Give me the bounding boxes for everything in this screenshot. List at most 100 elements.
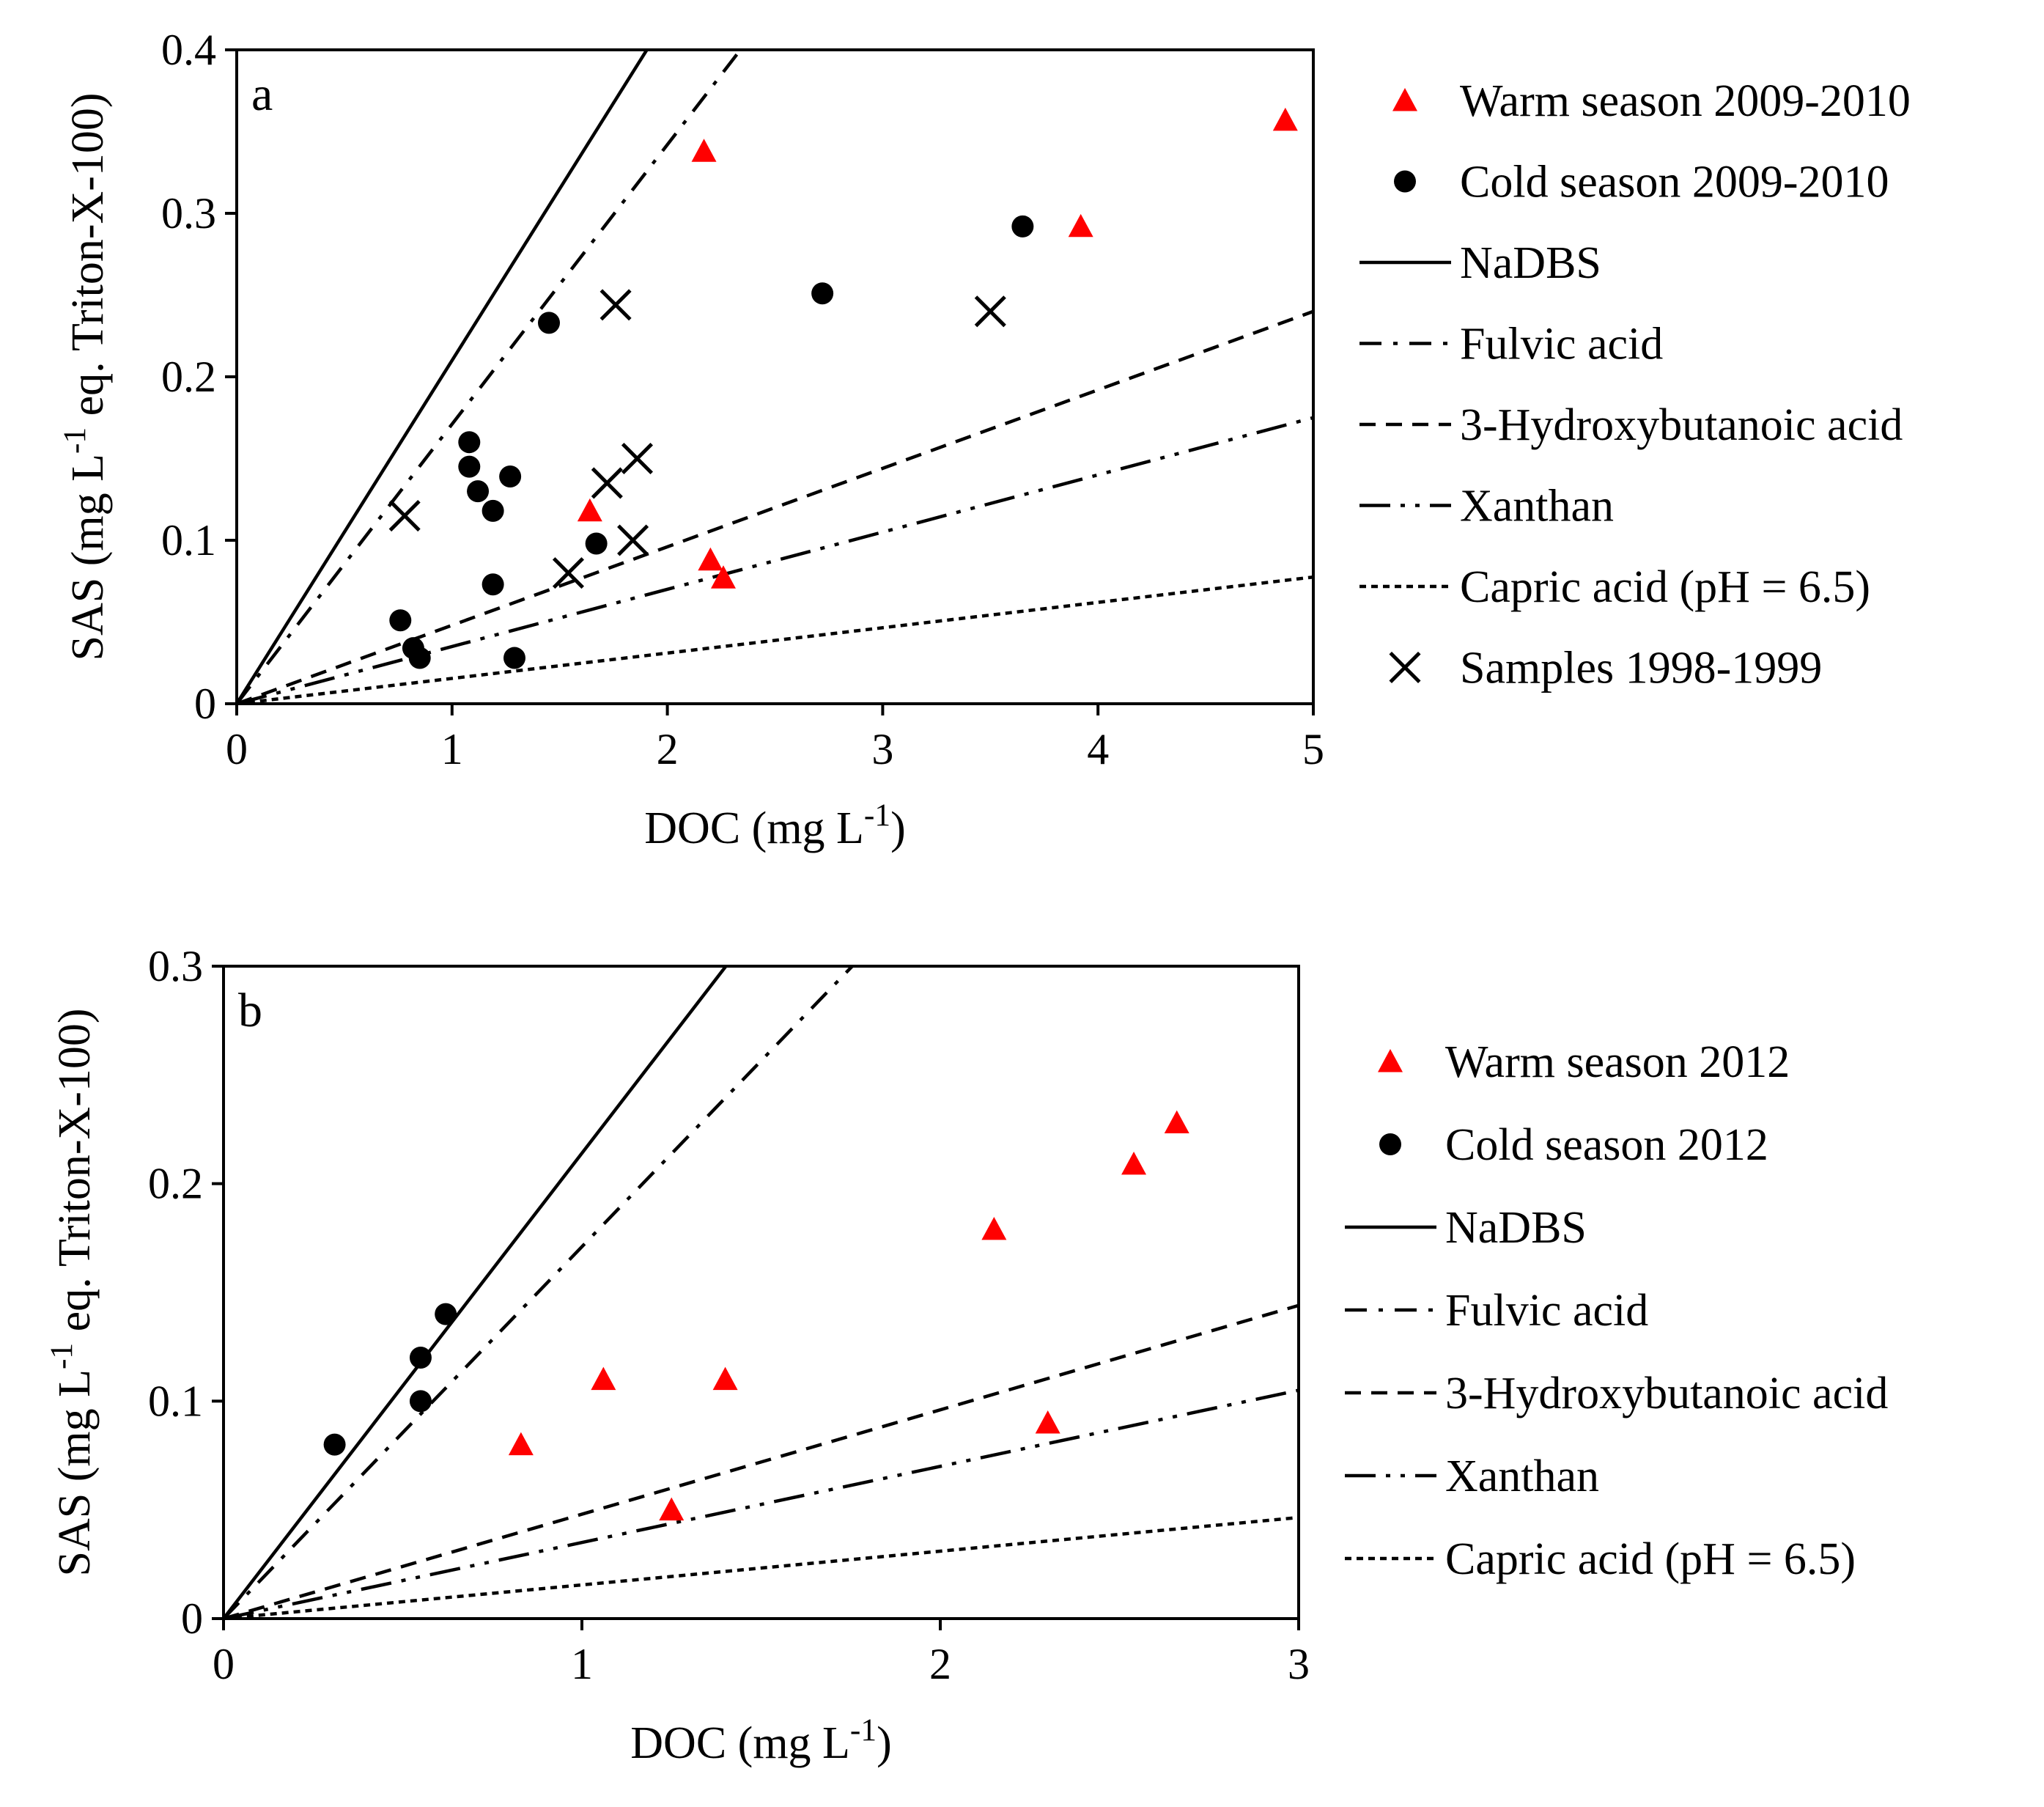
data-point-cross [388, 500, 421, 532]
x-tick-label: 1 [441, 725, 463, 773]
x-axis-title-rest: ) [877, 1718, 892, 1768]
legend-label: Warm season 2009-2010 [1460, 76, 1911, 126]
legend: Warm season 2012 Cold season 2012 NaDBS Ful… [1345, 1037, 1888, 1584]
x-tick-label: 2 [657, 725, 679, 773]
data-point-circle [435, 1303, 457, 1325]
data-point-triangle [591, 1366, 616, 1391]
legend-item: Xanthan [1359, 482, 1614, 531]
data-point-triangle [710, 565, 736, 589]
data-point-circle [538, 312, 561, 334]
panel-letter: a [251, 67, 273, 121]
legend-label: Capric acid (pH = 6.5) [1460, 562, 1870, 612]
legend-label: Cold season 2012 [1445, 1120, 1768, 1170]
data-point-triangle [1035, 1410, 1060, 1434]
y-tick-label: 0.3 [161, 189, 216, 238]
legend-item: NaDBS [1359, 238, 1601, 288]
legend-item: Cold season 2012 [1379, 1120, 1768, 1170]
x-tick-label: 2 [929, 1640, 951, 1688]
legend-label: Xanthan [1445, 1451, 1599, 1501]
data-point-triangle [508, 1432, 534, 1456]
reference-lines [224, 966, 1299, 1619]
data-point-triangle [1272, 107, 1298, 131]
data-point-circle [409, 1390, 432, 1413]
x-axis-title: DOC (mg L-1) [630, 1712, 891, 1768]
legend-label: Xanthan [1460, 482, 1614, 531]
y-tick-label: 0 [181, 1594, 203, 1643]
legend-item: Warm season 2012 [1378, 1037, 1790, 1087]
y-tick-label: 0.2 [148, 1160, 203, 1208]
data-point-circle [409, 1347, 432, 1369]
legend-item: Cold season 2009-2010 [1394, 158, 1889, 207]
legend-item: Fulvic acid [1359, 320, 1663, 369]
series-samples-1998-1999 [388, 289, 1006, 589]
legend-marker-triangle [1378, 1049, 1403, 1072]
x-axis-title-sup: -1 [864, 798, 890, 833]
x-tick-label: 4 [1087, 725, 1109, 773]
legend-item: Capric acid (pH = 6.5) [1359, 562, 1870, 612]
x-tick-label: 3 [871, 725, 893, 773]
legend-label: Fulvic acid [1460, 320, 1663, 369]
x-axis-title-sup: -1 [850, 1712, 877, 1748]
y-tick-label: 0.4 [161, 26, 216, 74]
legend-label: Capric acid (pH = 6.5) [1445, 1534, 1856, 1584]
legend-label: NaDBS [1445, 1203, 1587, 1253]
legend-item: 3-Hydroxybutanoic acid [1345, 1369, 1888, 1418]
legend-label: 3-Hydroxybutanoic acid [1445, 1369, 1888, 1418]
legend-item: Fulvic acid [1345, 1286, 1648, 1336]
data-point-circle [482, 573, 504, 596]
legend-label: Fulvic acid [1445, 1286, 1648, 1336]
data-point-cross [617, 524, 649, 556]
data-point-circle [458, 431, 481, 454]
y-axis-title-sup: -1 [44, 1343, 79, 1369]
data-point-triangle [577, 498, 602, 522]
data-point-circle [458, 455, 481, 478]
line-xanthan [224, 1388, 1299, 1619]
legend-item: NaDBS [1345, 1203, 1587, 1253]
data-point-circle [408, 647, 431, 669]
legend-item: Warm season 2009-2010 [1392, 76, 1911, 126]
data-point-circle [482, 499, 504, 522]
line-fulvic-acid [224, 966, 855, 1619]
data-point-circle [467, 480, 490, 503]
legend-label: Cold season 2009-2010 [1460, 158, 1889, 207]
data-point-circle [1011, 215, 1034, 238]
line-3-hydroxybutanoic-acid [224, 1303, 1299, 1619]
data-point-triangle [981, 1216, 1007, 1240]
legend: Warm season 2009-2010 Cold season 2009-20… [1359, 76, 1911, 693]
data-point-triangle [1164, 1110, 1189, 1134]
series-warm-season-2012 [508, 1110, 1189, 1521]
legend-marker-triangle [1392, 88, 1417, 111]
panel-letter: b [238, 984, 262, 1037]
y-axis-title-main: SAS (mg L [50, 1369, 100, 1576]
y-axis-title-rest: eq. Triton-X-100) [63, 92, 113, 427]
y-axis-title-group: SAS (mg L-1 eq. Triton-X-100) [57, 92, 113, 660]
x-axis-title: DOC (mg L-1) [644, 798, 905, 853]
data-point-circle [323, 1433, 346, 1456]
data-point-triangle [659, 1497, 685, 1521]
y-axis-title-rest: eq. Triton-X-100) [50, 1008, 100, 1342]
series-warm-season-2009-2010 [577, 107, 1298, 589]
x-tick-label: 3 [1288, 1640, 1310, 1688]
series-cold-season-2009-2010 [389, 215, 1034, 669]
y-tick-label: 0.1 [148, 1377, 203, 1425]
y-tick-label: 0.3 [148, 942, 203, 990]
data-point-triangle [712, 1366, 738, 1391]
data-point-circle [499, 465, 522, 488]
y-axis-title: SAS (mg L-1 eq. Triton-X-100) [57, 92, 113, 660]
data-point-circle [503, 647, 526, 669]
legend-item: Xanthan [1345, 1451, 1599, 1501]
data-point-circle [585, 532, 608, 555]
y-axis-title-sup: -1 [57, 427, 92, 454]
y-tick-label: 0 [194, 680, 216, 728]
line-capric-acid-ph-6-5 [224, 1515, 1299, 1619]
line-nadbs [237, 50, 649, 704]
x-axis-title-rest: ) [890, 803, 906, 853]
legend-label: Samples 1998-1999 [1460, 644, 1822, 693]
data-point-cross [974, 295, 1006, 328]
y-axis-title: SAS (mg L-1 eq. Triton-X-100) [44, 1008, 100, 1576]
legend-label: NaDBS [1460, 238, 1601, 288]
series-cold-season-2012 [323, 1303, 457, 1456]
